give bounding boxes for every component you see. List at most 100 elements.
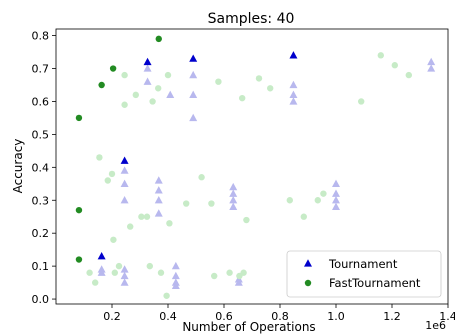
x-tick-label: 1.4 [439,310,455,323]
x-tick-label: 1.0 [327,310,345,323]
x-tick-label: 0.8 [271,310,289,323]
background-point [121,71,128,79]
background-point [154,176,163,184]
fasttournament-point [75,206,83,214]
fasttournament-point [155,35,162,43]
chart-title: Samples: 40 [208,11,295,27]
background-point [300,213,307,220]
background-point [286,197,293,204]
background-point [120,271,129,280]
background-point [240,269,247,276]
background-point [163,292,170,299]
background-point [427,57,436,66]
legend-label-fasttournament: FastTournament [329,276,421,290]
background-point [189,113,198,122]
background-point [208,200,215,207]
background-point [239,94,246,102]
background-point [143,213,151,220]
background-point [166,90,175,99]
background-point [166,220,173,227]
background-point [157,269,165,276]
faint-marks-layer [86,52,436,299]
background-point [120,166,129,174]
background-point [234,278,243,286]
background-point [97,268,106,276]
background-point [92,279,99,286]
background-point [146,262,153,270]
x-tick-label: 0.4 [159,310,177,323]
tournament-point [189,54,198,62]
background-point [332,202,340,210]
background-point [110,236,117,243]
background-point [155,85,162,92]
main-marks-layer [75,35,298,263]
background-point [132,91,139,99]
background-point [255,75,263,82]
background-point [289,90,298,99]
background-point [121,101,128,108]
background-point [171,281,180,290]
x-tick-label: 1.2 [383,310,401,323]
background-point [243,216,250,224]
y-tick-label: 0.0 [32,293,50,306]
plot-frame [55,28,449,305]
x-tick-label: 0.6 [215,310,233,323]
background-point [154,196,163,204]
background-point [377,52,384,59]
y-tick-label: 0.2 [32,227,50,240]
tournament-point [120,156,129,164]
x-axis-offset-label: 1e6 [425,319,446,332]
background-point [120,179,129,187]
y-tick-label: 0.7 [32,63,50,76]
background-point [226,269,233,276]
fasttournament-point [75,114,83,122]
background-point [332,179,340,187]
x-tick-label: 0.2 [103,310,121,323]
tournament-point [97,252,106,260]
background-point [108,170,116,178]
legend-marker-fasttournament [304,279,312,287]
background-point [405,71,412,79]
background-point [198,174,205,181]
background-point [96,154,103,161]
background-point [189,90,198,99]
background-point [229,196,238,204]
background-point [332,189,340,197]
background-point [289,80,298,89]
background-point [164,71,172,79]
fasttournament-point [109,65,117,72]
background-point [104,177,112,184]
background-point [267,85,274,92]
x-axis-ticks: 0.2 0.4 0.6 0.8 1.0 1.2 1.4 [103,304,455,323]
background-point [171,271,180,280]
fasttournament-point [98,81,105,89]
y-tick-label: 0.3 [32,194,50,207]
background-point [358,98,365,105]
background-point [120,196,129,204]
tournament-point [289,51,298,59]
y-tick-label: 0.8 [32,30,50,43]
background-point [289,97,298,105]
y-tick-label: 0.4 [32,161,50,174]
y-axis-ticks: 0.0 0.1 0.2 0.3 0.4 0.5 0.6 0.7 0.8 [32,30,56,306]
y-tick-label: 0.6 [32,95,50,108]
background-point [127,223,134,230]
legend-label-tournament: Tournament [328,257,398,271]
y-axis-title: Accuracy [11,139,25,194]
background-point [314,197,321,204]
y-tick-label: 0.1 [32,260,50,273]
background-point [86,269,93,276]
background-point [138,213,145,220]
legend-marker-tournament [304,259,312,267]
x-axis-title: Number of Operations [182,320,315,334]
background-point [120,265,129,273]
background-point [215,78,222,85]
background-point [320,190,327,197]
background-point [154,209,163,217]
background-point [143,64,152,72]
background-point [120,278,129,286]
background-point [189,70,198,79]
background-point [391,62,398,69]
y-tick-label: 0.5 [32,128,50,141]
